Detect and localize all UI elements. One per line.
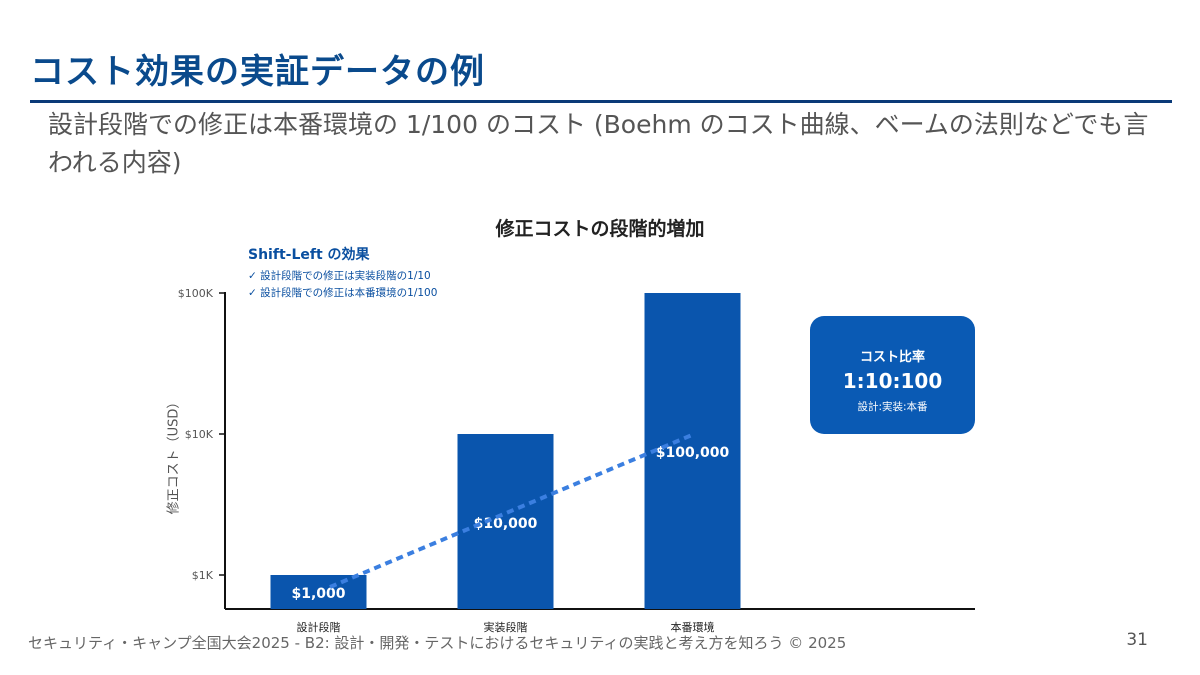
x-tick-label: 実装段階 [484,620,528,634]
bar [270,575,367,609]
page-number: 31 [1126,630,1148,650]
footer-text: セキュリティ・キャンプ全国大会2025 - B2: 設計・開発・テストにおけるセ… [28,634,847,652]
data-label: $100,000 [656,445,730,461]
x-tick-label: 設計段階 [297,620,341,634]
shift-left-title: Shift-Left の効果 [248,247,370,263]
bar [644,293,741,609]
y-tick-label: $10K [185,428,214,441]
shift-left-annotation: Shift-Left の効果 ✓ 設計段階での修正は実装段階の1/10 ✓ 設計… [248,244,437,302]
shift-left-item: ✓ 設計段階での修正は実装段階の1/10 [248,270,431,282]
data-label: $10,000 [474,516,538,532]
y-tick-label: $100K [178,287,214,300]
ratio-card: コスト比率 1:10:100 設計:実装:本番 [810,316,975,434]
chart-title: 修正コストの段階的増加 [495,218,705,240]
bar [457,434,554,609]
slide-subtitle: 設計段階での修正は本番環境の 1/100 のコスト (Boehm のコスト曲線、… [48,110,1149,177]
ratio-sub: 設計:実装:本番 [857,401,928,413]
shift-left-item: ✓ 設計段階での修正は本番環境の1/100 [248,287,438,299]
trend-line [329,433,693,589]
slide-title: コスト効果の実証データの例 [30,52,485,92]
data-label: $1,000 [291,586,345,602]
y-axis-label: 修正コスト（USD） [166,395,182,515]
x-tick-label: 本番環境 [671,620,715,634]
ratio-value: 1:10:100 [842,369,943,393]
ratio-label: コスト比率 [859,350,925,365]
title-divider [30,100,1172,103]
y-tick-label: $1K [192,569,214,582]
